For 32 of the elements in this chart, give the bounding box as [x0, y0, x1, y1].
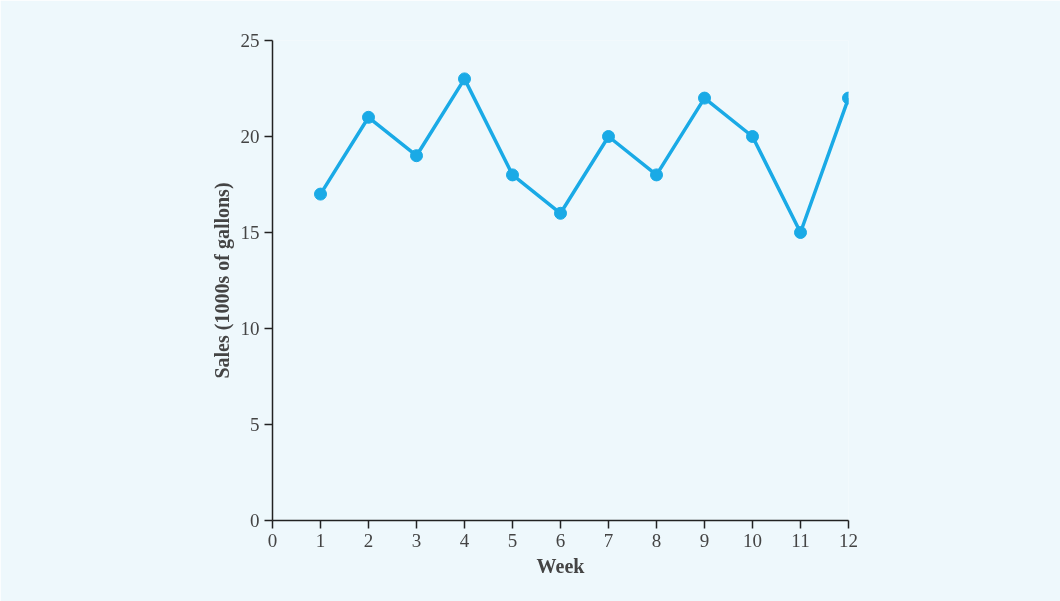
- x-tick-label: 7: [603, 529, 614, 551]
- point: [554, 206, 567, 220]
- x-tick-label: 5: [507, 529, 518, 551]
- x-tick-label: 9: [699, 529, 710, 551]
- x-tick-label: 12: [839, 529, 858, 551]
- point: [362, 110, 375, 124]
- point: [314, 187, 327, 201]
- point: [410, 149, 423, 163]
- x-tick-label: 2: [363, 529, 374, 551]
- point: [650, 168, 663, 182]
- x-tick-label: 6: [555, 529, 566, 551]
- point: [602, 130, 615, 143]
- point: [746, 130, 759, 143]
- x-axis-title: Week: [536, 554, 586, 577]
- y-tick-label: 0: [250, 510, 260, 531]
- x-tick-label: 11: [791, 529, 810, 551]
- y-tick-label: 10: [240, 318, 260, 339]
- x-tick-label: 0: [267, 529, 278, 551]
- x-tick-label: 10: [743, 529, 762, 551]
- y-tick-label: 15: [240, 222, 260, 243]
- x-tick-label: 1: [315, 529, 326, 551]
- point: [458, 72, 471, 86]
- y-tick-label: 5: [250, 414, 260, 435]
- x-tick-label: 8: [651, 529, 662, 551]
- point: [506, 168, 519, 182]
- point: [794, 226, 807, 239]
- y-axis-title: Sales (1000s of gallons): [210, 182, 234, 379]
- x-tick-label: 3: [411, 529, 422, 551]
- point: [698, 91, 711, 105]
- y-tick-label: 20: [240, 126, 260, 147]
- y-tick-label: 25: [240, 30, 260, 51]
- x-tick-label: 4: [459, 529, 470, 551]
